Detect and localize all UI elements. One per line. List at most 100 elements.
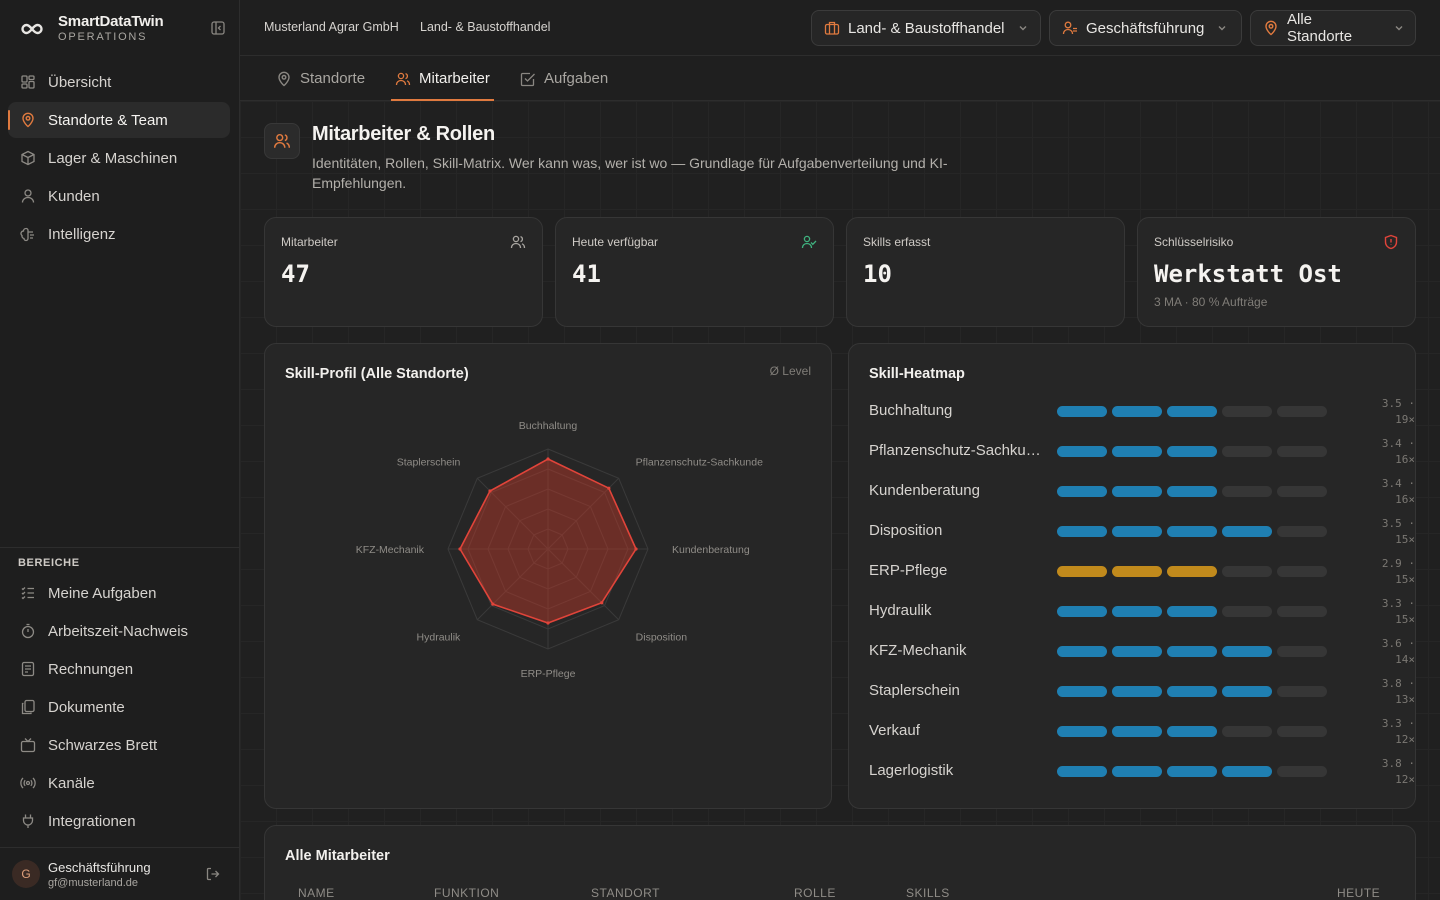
- radar-axis-label: Buchhaltung: [519, 420, 578, 432]
- logout-icon[interactable]: [205, 866, 221, 882]
- kpi-label: Schlüsselrisiko: [1154, 235, 1234, 249]
- column-header[interactable]: NAME: [298, 886, 335, 900]
- heatmap-row[interactable]: KFZ-Mechanik 3.6 · 14×: [869, 636, 1415, 668]
- user-email: gf@musterland.de: [48, 877, 139, 889]
- tab-label: Standorte: [300, 70, 366, 87]
- heatmap-stat: 3.3 · 12×: [1375, 716, 1415, 748]
- heatmap-row[interactable]: ERP-Pflege 2.9 · 15×: [869, 556, 1415, 588]
- radar-title: Skill-Profil (Alle Standorte): [285, 366, 469, 382]
- sidebar-item-kunden[interactable]: Kunden: [8, 178, 230, 214]
- division-select[interactable]: Land- & Baustoffhandel: [811, 10, 1041, 46]
- heatmap-row[interactable]: Verkauf 3.3 · 12×: [869, 716, 1415, 748]
- column-header[interactable]: ROLLE: [794, 886, 836, 900]
- heatmap-row[interactable]: Pflanzenschutz-Sachkunde 3.4 · 16×: [869, 436, 1415, 468]
- user-profile[interactable]: G Geschäftsführung gf@musterland.de: [0, 847, 239, 900]
- breadcrumb-company[interactable]: Musterland Agrar GmbH: [264, 20, 399, 34]
- sidebar-item-intelligenz[interactable]: Intelligenz: [8, 216, 230, 252]
- heatmap-level-segment: [1222, 726, 1272, 737]
- radar-hint: Ø Level: [769, 364, 811, 378]
- brand[interactable]: SmartDataTwin OPERATIONS: [20, 13, 230, 45]
- heatmap-count: 12×: [1395, 733, 1415, 746]
- radar-point: [458, 547, 462, 551]
- heatmap-stat: 2.9 · 15×: [1375, 556, 1415, 588]
- heatmap-count: 15×: [1395, 533, 1415, 546]
- heatmap-level-segment: [1167, 446, 1217, 457]
- sidebar-item-dokumente[interactable]: Dokumente: [8, 689, 230, 725]
- kpi-label: Mitarbeiter: [281, 235, 338, 249]
- radar-axis-label: Staplerschein: [397, 456, 461, 468]
- column-header[interactable]: STANDORT: [591, 886, 660, 900]
- sidebar-collapse-icon[interactable]: [210, 20, 226, 36]
- heatmap-level-bars: [1057, 526, 1327, 538]
- heatmap-level-bars: [1057, 766, 1327, 778]
- skill-profile-card: Skill-Profil (Alle Standorte) Ø Level Bu…: [264, 343, 832, 809]
- tab-mitarbeiter[interactable]: Mitarbeiter: [391, 56, 494, 101]
- sidebar-item-label: Standorte & Team: [48, 111, 168, 129]
- heatmap-skill-name: Hydraulik: [869, 602, 932, 619]
- sidebar-item-uebersicht[interactable]: Übersicht: [8, 64, 230, 100]
- shield-alert-icon: [1383, 234, 1399, 250]
- radar-point: [607, 486, 611, 490]
- radar-point: [491, 602, 495, 606]
- heatmap-stat: 3.6 · 14×: [1375, 636, 1415, 668]
- heatmap-level-segment: [1277, 526, 1327, 537]
- sidebar-item-lager-maschinen[interactable]: Lager & Maschinen: [8, 140, 230, 176]
- heatmap-count: 15×: [1395, 573, 1415, 586]
- heatmap-stat: 3.5 · 15×: [1375, 516, 1415, 548]
- heatmap-level-segment: [1167, 606, 1217, 617]
- sidebar-item-label: Integrationen: [48, 812, 136, 830]
- skill-heatmap-card: Skill-Heatmap Buchhaltung 3.5 · 19× Pflanze…: [848, 343, 1416, 809]
- sidebar-item-label: Intelligenz: [48, 225, 116, 243]
- employee-table-card: Alle Mitarbeiter NAME FUNKTION STANDORT …: [264, 825, 1416, 900]
- heatmap-level-segment: [1057, 766, 1107, 777]
- radar-chart: Buchhaltung Pflanzenschutz-Sachkunde Kunde…: [356, 420, 763, 680]
- heatmap-level-segment: [1057, 406, 1107, 417]
- heatmap-level-segment: [1277, 486, 1327, 497]
- tab-aufgaben[interactable]: Aufgaben: [520, 56, 608, 101]
- location-select[interactable]: Alle Standorte: [1250, 10, 1416, 46]
- radar-axis: [476, 548, 549, 621]
- heatmap-level-segment: [1057, 726, 1107, 737]
- page-description: Identitäten, Rollen, Skill-Matrix. Wer k…: [312, 155, 948, 191]
- sidebar-item-label: Arbeitszeit-Nachweis: [48, 622, 189, 640]
- heatmap-row[interactable]: Staplerschein 3.8 · 13×: [869, 676, 1415, 708]
- heatmap-count: 13×: [1395, 693, 1415, 706]
- heatmap-count: 19×: [1395, 413, 1415, 426]
- sidebar-item-label: Dokumente: [48, 698, 125, 716]
- heatmap-row[interactable]: Buchhaltung 3.5 · 19×: [869, 396, 1415, 428]
- breadcrumb-division[interactable]: Land- & Baustoffhandel: [420, 20, 551, 34]
- heatmap-level-segment: [1277, 406, 1327, 417]
- heatmap-row[interactable]: Disposition 3.5 · 15×: [869, 516, 1415, 548]
- column-header[interactable]: HEUTE: [1337, 886, 1381, 900]
- sidebar-item-integrationen[interactable]: Integrationen: [8, 803, 230, 839]
- sidebar-item-meine-aufgaben[interactable]: Meine Aufgaben: [8, 575, 230, 611]
- sidebar-item-label: Schwarzes Brett: [48, 736, 158, 754]
- column-header[interactable]: FUNKTION: [434, 886, 500, 900]
- radar-point: [634, 547, 638, 551]
- heatmap-stat: 3.8 · 13×: [1375, 676, 1415, 708]
- sidebar-item-kanaele[interactable]: Kanäle: [8, 765, 230, 801]
- sidebar-item-standorte-team[interactable]: Standorte & Team: [8, 102, 230, 138]
- sidebar-item-schwarzes-brett[interactable]: Schwarzes Brett: [8, 727, 230, 763]
- sidebar-item-arbeitszeit[interactable]: Arbeitszeit-Nachweis: [8, 613, 230, 649]
- heatmap-skill-name: ERP-Pflege: [869, 562, 948, 579]
- heatmap-level-segment: [1222, 406, 1272, 417]
- heatmap-row[interactable]: Lagerlogistik 3.8 · 12×: [869, 756, 1415, 788]
- heatmap-title: Skill-Heatmap: [869, 366, 965, 382]
- role-select[interactable]: Geschäftsführung: [1049, 10, 1242, 46]
- heatmap-row[interactable]: Kundenberatung 3.4 · 16×: [869, 476, 1415, 508]
- avatar: G: [12, 860, 40, 888]
- heatmap-level-bars: [1057, 726, 1327, 738]
- radar-point: [488, 489, 492, 493]
- sidebar-item-label: Übersicht: [48, 73, 112, 91]
- heatmap-level-segment: [1112, 646, 1162, 657]
- heatmap-level-segment: [1277, 566, 1327, 577]
- sidebar-item-rechnungen[interactable]: Rechnungen: [8, 651, 230, 687]
- user-icon: [20, 188, 36, 204]
- column-header[interactable]: SKILLS: [906, 886, 950, 900]
- chevron-down-icon: [1216, 22, 1228, 34]
- heatmap-row[interactable]: Hydraulik 3.3 · 15×: [869, 596, 1415, 628]
- heatmap-level-segment: [1167, 526, 1217, 537]
- heatmap-stat: 3.8 · 12×: [1375, 756, 1415, 788]
- tab-standorte[interactable]: Standorte: [276, 56, 365, 101]
